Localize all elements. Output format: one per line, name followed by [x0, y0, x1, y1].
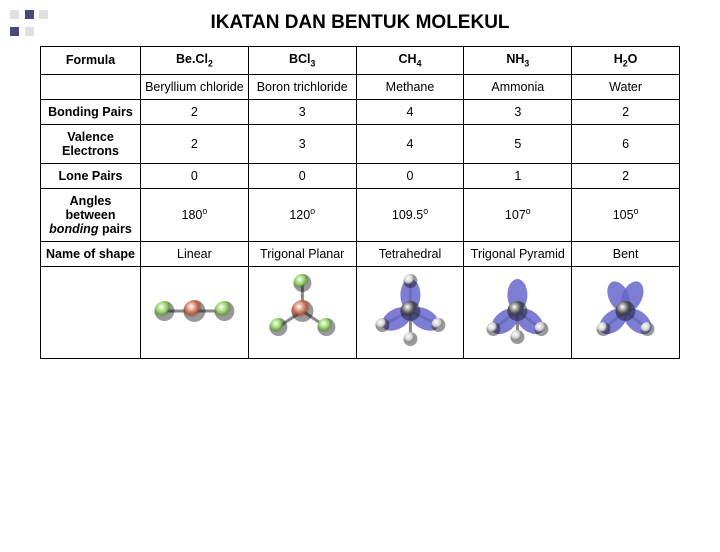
table-row-lone: Lone Pairs 0 0 0 1 2 — [41, 163, 680, 188]
lone-cell: 1 — [464, 163, 572, 188]
shape-cell: Tetrahedral — [356, 241, 464, 266]
valence-cell: 2 — [141, 124, 249, 163]
formula-cell: H2O — [572, 47, 680, 75]
bonding-cell: 4 — [356, 99, 464, 124]
corner-bullets — [10, 10, 50, 40]
lone-cell: 0 — [141, 163, 249, 188]
bullet-sq — [25, 10, 34, 19]
bullet-sq — [10, 27, 19, 36]
row-label-angles: Angles between bonding pairs — [41, 188, 141, 241]
row-label-bonding: Bonding Pairs — [41, 99, 141, 124]
bonding-cell: 3 — [464, 99, 572, 124]
table-row-bonding: Bonding Pairs 2 3 4 3 2 — [41, 99, 680, 124]
angle-cell: 180o — [141, 188, 249, 241]
angle-cell: 120o — [248, 188, 356, 241]
valence-cell: 3 — [248, 124, 356, 163]
name-cell: Water — [572, 74, 680, 99]
table-row-angles: Angles between bonding pairs 180o 120o 1… — [41, 188, 680, 241]
name-cell: Ammonia — [464, 74, 572, 99]
table-row-formula: Formula Be.Cl2 BCl3 CH4 NH3 H2O — [41, 47, 680, 75]
bonding-cell: 2 — [572, 99, 680, 124]
bonding-cell: 3 — [248, 99, 356, 124]
row-label-lone: Lone Pairs — [41, 163, 141, 188]
row-label-shape: Name of shape — [41, 241, 141, 266]
bullet-sq — [39, 10, 48, 19]
row-label-valence: Valence Electrons — [41, 124, 141, 163]
molecule-cell — [248, 266, 356, 358]
molecule-cell — [572, 266, 680, 358]
row-label-molecule — [41, 266, 141, 358]
angle-cell: 107o — [464, 188, 572, 241]
table-row-name: Beryllium chloride Boron trichloride Met… — [41, 74, 680, 99]
angle-cell: 105o — [572, 188, 680, 241]
shape-cell: Trigonal Planar — [248, 241, 356, 266]
lone-cell: 0 — [356, 163, 464, 188]
molecule-cell — [356, 266, 464, 358]
valence-cell: 6 — [572, 124, 680, 163]
molecule-cell — [141, 266, 249, 358]
molecule-cell — [464, 266, 572, 358]
shape-cell: Bent — [572, 241, 680, 266]
angle-cell: 109.5o — [356, 188, 464, 241]
lone-cell: 2 — [572, 163, 680, 188]
name-cell: Methane — [356, 74, 464, 99]
shape-cell: Linear — [141, 241, 249, 266]
molecule-table-wrap: Formula Be.Cl2 BCl3 CH4 NH3 H2O Berylliu… — [40, 46, 680, 359]
lone-cell: 0 — [248, 163, 356, 188]
valence-cell: 5 — [464, 124, 572, 163]
table-row-valence: Valence Electrons 2 3 4 5 6 — [41, 124, 680, 163]
formula-cell: NH3 — [464, 47, 572, 75]
page-title: IKATAN DAN BENTUK MOLEKUL — [0, 12, 720, 34]
molecule-table: Formula Be.Cl2 BCl3 CH4 NH3 H2O Berylliu… — [40, 46, 680, 359]
formula-cell: Be.Cl2 — [141, 47, 249, 75]
bullet-sq — [10, 10, 19, 19]
row-label-name — [41, 74, 141, 99]
shape-cell: Trigonal Pyramid — [464, 241, 572, 266]
formula-cell: BCl3 — [248, 47, 356, 75]
row-label-formula: Formula — [41, 47, 141, 75]
bonding-cell: 2 — [141, 99, 249, 124]
table-row-molecule — [41, 266, 680, 358]
formula-cell: CH4 — [356, 47, 464, 75]
name-cell: Boron trichloride — [248, 74, 356, 99]
table-row-shape: Name of shape Linear Trigonal Planar Tet… — [41, 241, 680, 266]
name-cell: Beryllium chloride — [141, 74, 249, 99]
valence-cell: 4 — [356, 124, 464, 163]
bullet-sq — [25, 27, 34, 36]
